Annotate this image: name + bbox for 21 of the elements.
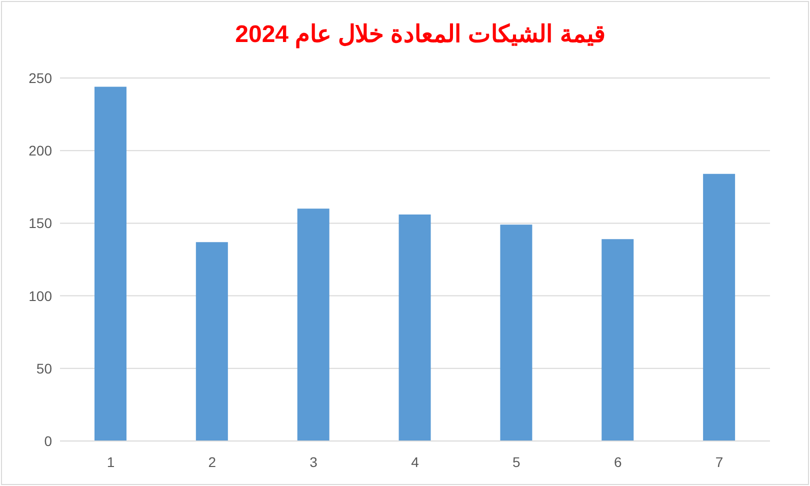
x-tick-label: 2 xyxy=(208,454,216,470)
bar xyxy=(703,174,736,441)
x-tick-label: 5 xyxy=(512,454,521,470)
y-tick-label: 150 xyxy=(28,215,52,232)
x-tick-label: 1 xyxy=(106,454,115,470)
bar xyxy=(500,224,532,441)
bar xyxy=(196,242,228,441)
x-tick-label: 3 xyxy=(310,454,318,470)
y-tick-label: 200 xyxy=(28,142,52,159)
bar xyxy=(398,214,431,441)
y-tick-label: 250 xyxy=(28,70,52,86)
bar xyxy=(602,239,634,441)
bar xyxy=(297,208,330,441)
y-tick-label: 100 xyxy=(28,288,52,304)
bar xyxy=(94,86,126,441)
x-tick-label: 4 xyxy=(411,454,420,470)
x-tick-label: 7 xyxy=(715,454,724,470)
x-tick-label: 6 xyxy=(614,454,622,470)
y-tick-label: 50 xyxy=(36,360,52,376)
y-tick-label: 0 xyxy=(44,432,52,449)
chart-title: قيمة الشيكات المعادة خلال عام 2024 xyxy=(234,20,606,49)
